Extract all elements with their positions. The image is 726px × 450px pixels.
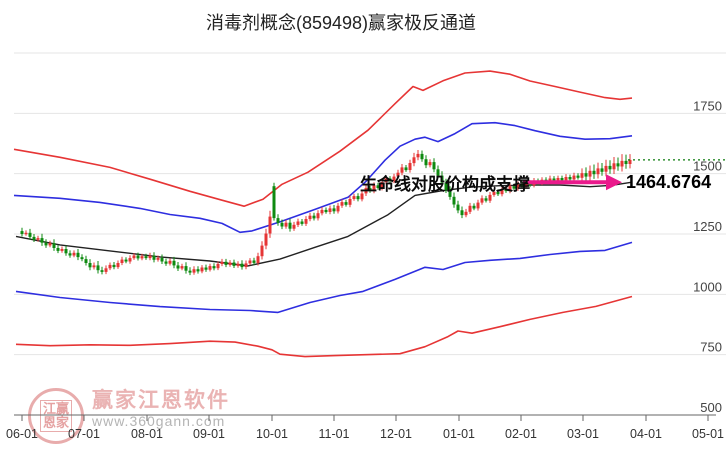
trend-arrow [523, 174, 622, 191]
x-axis: 06-01 07-01 08-01 09-01 10-01 11-01 12-01 01-01… [6, 414, 724, 441]
x-tick-label: 03-01 [567, 427, 599, 441]
x-tick-label: 04-01 [630, 427, 662, 441]
life-line-value-label: 1464.6764 [626, 172, 712, 192]
x-tick-label: 06-01 [6, 427, 38, 441]
y-axis-labels: 1750 1500 1250 1000 750 500 [693, 98, 722, 415]
seal-text-bottom: 恩家 [42, 415, 69, 430]
x-tick-label: 01-01 [443, 427, 475, 441]
y-tick-label: 1250 [693, 219, 722, 234]
y-tick-label: 1500 [693, 159, 722, 174]
x-tick-label: 07-01 [68, 427, 100, 441]
x-tick-label: 12-01 [380, 427, 412, 441]
page-title: 消毒剂概念(859498)赢家极反通道 [205, 13, 477, 33]
x-tick-label: 10-01 [256, 427, 288, 441]
upper-blue-channel-line [13, 121, 633, 234]
x-tick-label: 02-01 [505, 427, 537, 441]
watermark: 江赢 恩家 赢家江恩软件 www.360gann.com [28, 388, 230, 444]
x-tick-label: 09-01 [193, 427, 225, 441]
life-line [15, 181, 633, 267]
y-tick-label: 750 [700, 340, 722, 355]
x-tick-label: 11-01 [318, 427, 349, 441]
y-tick-label: 500 [700, 400, 722, 415]
upper-red-channel-line [13, 70, 633, 207]
grid-lines [14, 52, 726, 356]
channel-lines [13, 70, 633, 358]
y-tick-label: 1000 [693, 279, 722, 294]
y-tick-label: 1750 [693, 98, 722, 113]
seal-logo-icon: 江赢 恩家 [28, 388, 84, 444]
lower-red-channel-line [15, 295, 633, 358]
x-tick-label: 05-01 [692, 427, 724, 441]
x-tick-label: 08-01 [131, 427, 163, 441]
lower-blue-channel-line [15, 241, 633, 314]
watermark-brand: 赢家江恩软件 [92, 389, 230, 412]
watermark-url: www.360gann.com [92, 413, 226, 429]
support-annotation: 生命线对股价构成支撑 [360, 175, 530, 194]
seal-text-top: 江赢 [42, 401, 69, 416]
